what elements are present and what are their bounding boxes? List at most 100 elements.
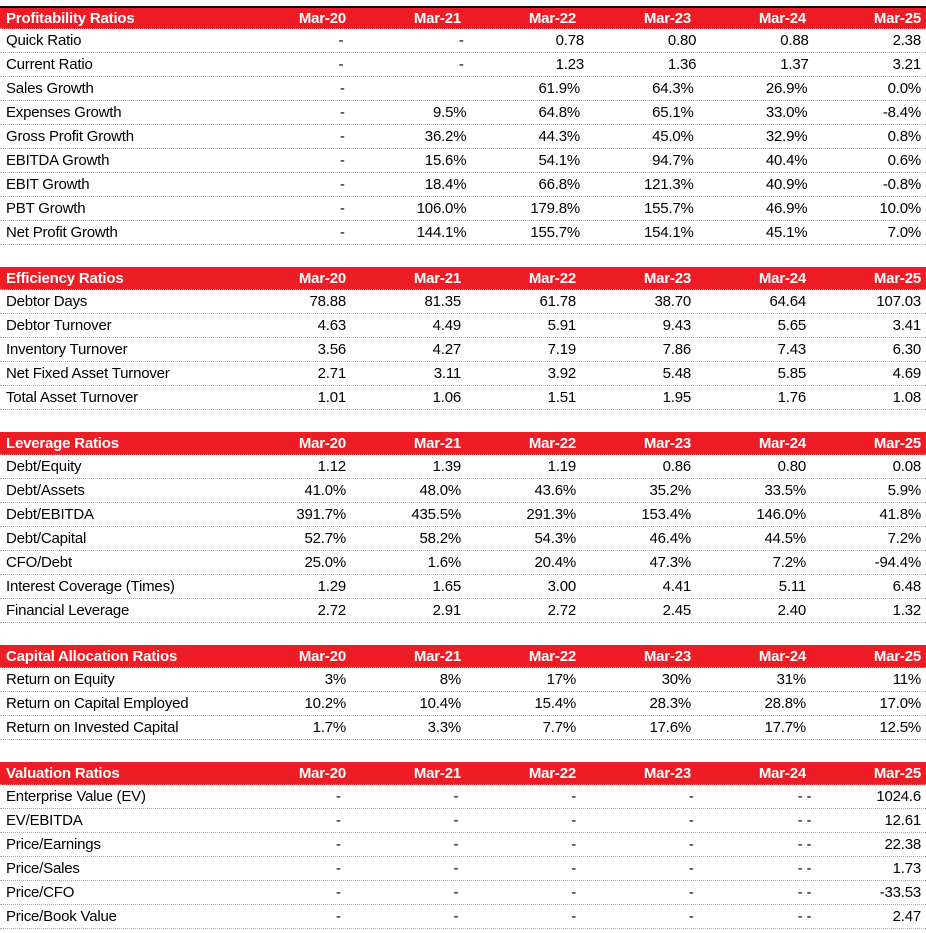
value-cell: 153.4%: [641, 506, 691, 523]
value-cell: 10.2%: [304, 695, 346, 712]
value-cell: 0.0%: [887, 80, 922, 97]
table-row: Gross Profit Growth - 36.2% 44.3% 45.0% 32.9%…: [0, 125, 926, 149]
value-cell: -: [335, 908, 341, 925]
column-header-mar-23: Mar-23: [643, 764, 691, 782]
value-cell: 3.41: [892, 317, 922, 334]
value-cell: 38.70: [654, 293, 691, 310]
value-cell: -: [339, 104, 345, 121]
value-cell: 64.3%: [652, 80, 694, 97]
value-cell: 25.0%: [304, 554, 346, 571]
value-cell: 17.6%: [649, 719, 691, 736]
profitability-ratios-table: Profitability Ratios Mar-20 Mar-21 Mar-22 Ma…: [0, 6, 926, 245]
column-header-mar-20: Mar-20: [298, 647, 346, 665]
row-label: Sales Growth: [6, 80, 94, 97]
value-cell: 1.36: [667, 56, 697, 73]
value-cell: 33.0%: [765, 104, 808, 121]
value-cell: 11%: [892, 671, 922, 688]
column-header-mar-21: Mar-21: [413, 9, 461, 27]
table-title: Valuation Ratios: [6, 764, 120, 782]
value-cell: -: [335, 836, 341, 853]
value-cell: 10.4%: [419, 695, 461, 712]
row-label: Enterprise Value (EV): [6, 788, 146, 805]
leverage-ratios-table: Leverage Ratios Mar-20 Mar-21 Mar-22 Mar-23 M…: [0, 432, 926, 623]
table-header-row: Capital Allocation Ratios Mar-20 Mar-21 Mar…: [0, 645, 926, 668]
value-cell: -: [335, 860, 341, 877]
column-header-mar-25: Mar-25: [873, 269, 921, 287]
value-cell: 45.1%: [765, 224, 808, 241]
value-cell: 78.88: [309, 293, 346, 310]
value-cell: 36.2%: [424, 128, 467, 145]
value-cell: -: [339, 152, 345, 169]
value-cell: 65.1%: [652, 104, 694, 121]
value-cell: 47.3%: [649, 554, 691, 571]
table-title: Capital Allocation Ratios: [6, 647, 178, 665]
table-row: Net Fixed Asset Turnover 2.71 3.11 3.92 5.48…: [0, 362, 926, 386]
value-cell: 28.8%: [764, 695, 806, 712]
row-label: Price/Sales: [6, 860, 80, 877]
value-cell: 17%: [546, 671, 577, 688]
value-cell: 22.38: [884, 836, 922, 853]
table-row: Total Asset Turnover 1.01 1.06 1.51 1.95 1.76…: [0, 386, 926, 410]
value-cell: 12.61: [884, 812, 922, 829]
table-row: Current Ratio - - 1.23 1.36 1.37 3.21: [0, 53, 926, 77]
value-cell: 146.0%: [756, 506, 806, 523]
row-label: Price/Earnings: [6, 836, 101, 853]
value-cell: -: [335, 788, 341, 805]
value-cell: -: [453, 812, 459, 829]
value-cell: -: [688, 908, 694, 925]
value-cell: 107.03: [876, 293, 921, 310]
value-cell: -: [339, 80, 345, 97]
table-row: Net Profit Growth - 144.1% 155.7% 154.1% 45.1…: [0, 221, 926, 245]
value-cell: -: [688, 788, 694, 805]
row-label: EV/EBITDA: [6, 812, 83, 829]
value-cell: 58.2%: [419, 530, 461, 547]
value-cell: 1.23: [555, 56, 585, 73]
value-cell: 8%: [439, 671, 461, 688]
value-cell: -: [338, 32, 344, 49]
value-cell: 52.7%: [304, 530, 346, 547]
value-cell: 291.3%: [526, 506, 576, 523]
column-header-mar-24: Mar-24: [758, 764, 806, 782]
value-cell: -: [339, 224, 345, 241]
row-label: Debtor Days: [6, 293, 88, 310]
value-cell: 7.43: [777, 341, 807, 358]
column-header-mar-23: Mar-23: [643, 647, 691, 665]
value-cell: -: [335, 884, 341, 901]
column-header-mar-22: Mar-22: [528, 764, 576, 782]
value-cell: 154.1%: [644, 224, 694, 241]
column-header-mar-24: Mar-24: [758, 647, 806, 665]
value-cell: 40.4%: [765, 152, 808, 169]
column-header-mar-20: Mar-20: [298, 269, 346, 287]
value-cell: -: [453, 884, 459, 901]
value-cell: -: [688, 860, 694, 877]
row-label: Debtor Turnover: [6, 317, 112, 334]
table-title: Profitability Ratios: [6, 9, 135, 27]
table-row: Debtor Days 78.88 81.35 61.78 38.70 64.64 107.…: [0, 290, 926, 314]
value-cell: 46.4%: [649, 530, 691, 547]
value-cell: -: [453, 860, 459, 877]
column-header-mar-25: Mar-25: [873, 9, 921, 27]
column-header-mar-22: Mar-22: [528, 9, 576, 27]
value-cell: 2.91: [432, 602, 462, 619]
value-cell: 1.39: [432, 458, 462, 475]
value-cell: - -: [797, 812, 812, 829]
value-cell: 9.43: [662, 317, 692, 334]
value-cell: 28.3%: [649, 695, 691, 712]
value-cell: 5.9%: [887, 482, 922, 499]
value-cell: -: [688, 884, 694, 901]
column-header-mar-22: Mar-22: [528, 647, 576, 665]
value-cell: 2.71: [317, 365, 347, 382]
value-cell: 0.6%: [887, 152, 922, 169]
table-row: Quick Ratio - - 0.78 0.80 0.88 2.38: [0, 29, 926, 53]
value-cell: 44.5%: [764, 530, 806, 547]
value-cell: -: [453, 788, 459, 805]
row-label: Debt/Equity: [6, 458, 82, 475]
row-label: Interest Coverage (Times): [6, 578, 175, 595]
value-cell: 1.95: [662, 389, 692, 406]
efficiency-ratios-table: Efficiency Ratios Mar-20 Mar-21 Mar-22 Mar-2…: [0, 267, 926, 410]
value-cell: -: [458, 56, 464, 73]
value-cell: 7.7%: [542, 719, 577, 736]
value-cell: 2.45: [662, 602, 692, 619]
value-cell: 4.27: [432, 341, 462, 358]
